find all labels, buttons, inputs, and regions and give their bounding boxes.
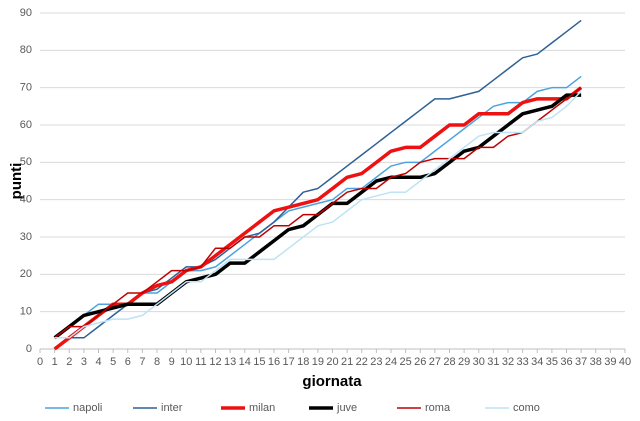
legend-label: napoli — [73, 402, 102, 414]
y-tick-label: 40 — [20, 194, 32, 206]
x-tick-label: 21 — [341, 356, 353, 368]
x-tick-label: 37 — [575, 356, 587, 368]
x-tick-label: 39 — [604, 356, 616, 368]
x-tick-label: 26 — [414, 356, 426, 368]
series-line — [53, 86, 583, 351]
x-tick-label: 5 — [110, 356, 116, 368]
x-tick-label: 17 — [283, 356, 295, 368]
x-tick-label: 16 — [268, 356, 280, 368]
legend-label: juve — [336, 402, 357, 414]
x-tick-label: 19 — [312, 356, 324, 368]
x-tick-label: 33 — [517, 356, 529, 368]
x-tick-label: 6 — [125, 356, 131, 368]
x-tick-label: 24 — [385, 356, 397, 368]
legend-label: milan — [249, 402, 275, 414]
x-tick-label: 35 — [546, 356, 558, 368]
y-tick-label: 0 — [26, 343, 32, 355]
x-tick-label: 29 — [458, 356, 470, 368]
series-line — [54, 19, 582, 339]
x-tick-label: 15 — [253, 356, 265, 368]
x-tick-label: 34 — [531, 356, 543, 368]
x-tick-label: 25 — [400, 356, 412, 368]
series-line — [54, 90, 582, 339]
x-tick-label: 0 — [37, 356, 43, 368]
x-tick-label: 2 — [66, 356, 72, 368]
x-tick-label: 14 — [239, 356, 251, 368]
x-tick-label: 4 — [95, 356, 101, 368]
x-tick-label: 28 — [443, 356, 455, 368]
x-tick-label: 1 — [52, 356, 58, 368]
x-tick-label: 10 — [180, 356, 192, 368]
x-tick-label: 9 — [169, 356, 175, 368]
y-tick-label: 30 — [20, 231, 32, 243]
x-tick-label: 3 — [81, 356, 87, 368]
x-tick-label: 11 — [195, 356, 206, 368]
y-tick-label: 90 — [20, 7, 32, 19]
y-tick-label: 50 — [20, 156, 32, 168]
x-tick-label: 31 — [487, 356, 499, 368]
x-tick-label: 22 — [356, 356, 368, 368]
legend-label: como — [513, 402, 540, 414]
legend-label: inter — [161, 402, 183, 414]
x-tick-label: 30 — [473, 356, 485, 368]
x-tick-label: 8 — [154, 356, 160, 368]
y-tick-label: 70 — [20, 82, 32, 94]
y-tick-label: 60 — [20, 119, 32, 131]
x-tick-label: 32 — [502, 356, 514, 368]
legend-label: roma — [425, 402, 451, 414]
x-tick-label: 18 — [297, 356, 309, 368]
y-tick-label: 20 — [20, 268, 32, 280]
y-tick-label: 10 — [20, 306, 32, 318]
y-axis-title: punti — [8, 163, 25, 200]
x-tick-label: 40 — [619, 356, 631, 368]
x-tick-label: 23 — [370, 356, 382, 368]
x-tick-label: 13 — [224, 356, 236, 368]
y-tick-label: 80 — [20, 44, 32, 56]
x-tick-label: 20 — [326, 356, 338, 368]
x-tick-label: 7 — [139, 356, 145, 368]
x-tick-label: 12 — [209, 356, 221, 368]
x-tick-label: 36 — [560, 356, 572, 368]
x-tick-label: 38 — [590, 356, 602, 368]
x-axis-title: giornata — [302, 373, 362, 390]
series-line — [54, 87, 582, 339]
x-tick-label: 27 — [429, 356, 441, 368]
